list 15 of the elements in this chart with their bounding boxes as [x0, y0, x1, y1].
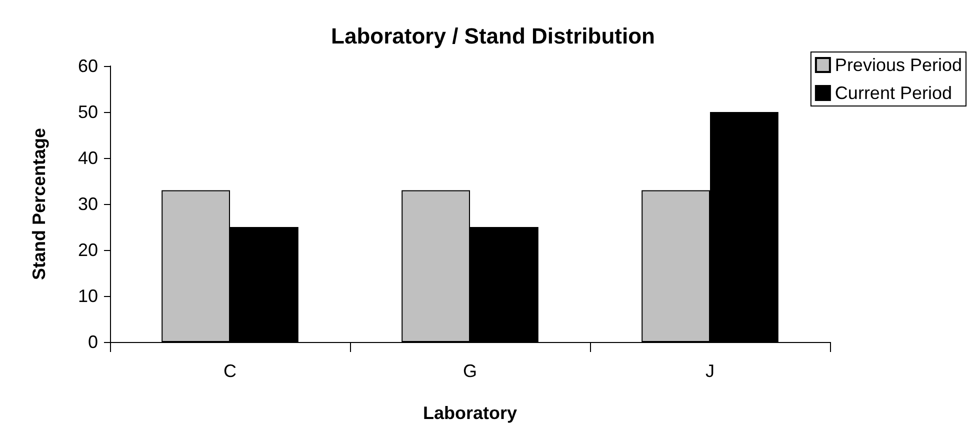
x-tick-label: G [462, 361, 478, 381]
y-tick-label: 0 [88, 332, 98, 352]
x-axis-title: Laboratory [422, 403, 518, 423]
y-tick-label: 60 [78, 56, 98, 76]
chart-title: Laboratory / Stand Distribution [331, 24, 655, 48]
x-tick-label: J [706, 361, 714, 381]
y-tick-label: 50 [78, 102, 98, 122]
y-axis-title: Stand Percentage [29, 128, 49, 280]
legend-label: Previous Period [834, 55, 962, 75]
x-tick-label: C [224, 361, 236, 381]
y-tick-label: 30 [78, 194, 98, 214]
y-tick-label: 40 [78, 148, 98, 168]
y-tick-label: 10 [78, 286, 98, 306]
legend-label: Current Period [834, 83, 952, 103]
y-tick-label: 20 [78, 240, 98, 260]
